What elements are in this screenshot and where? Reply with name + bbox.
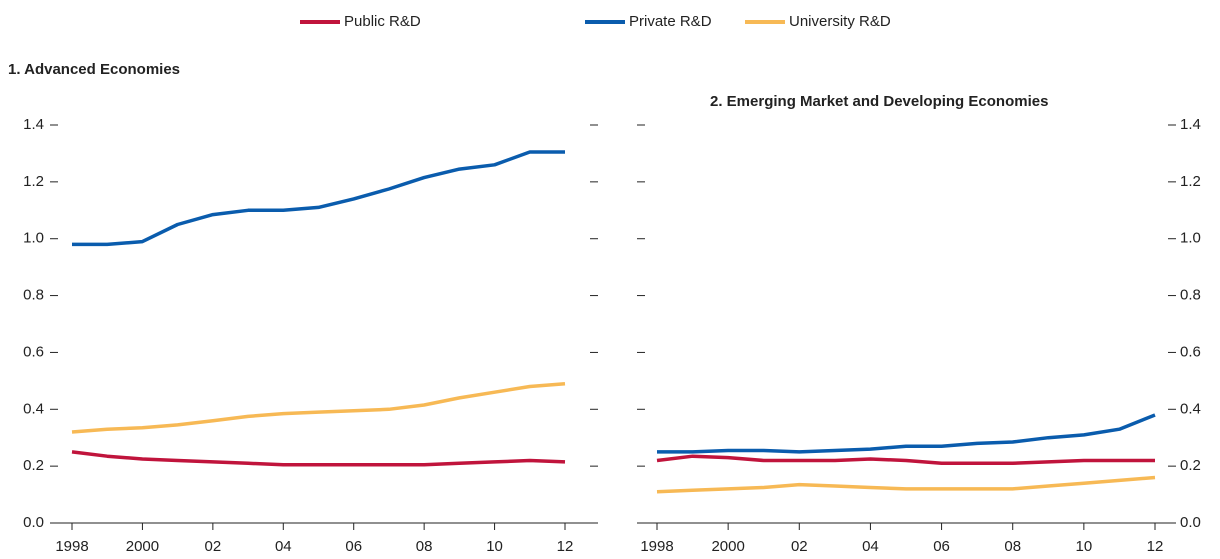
y-tick-label: 1.0 bbox=[23, 230, 44, 247]
x-tick-label: 10 bbox=[1076, 538, 1093, 555]
x-tick-label: 10 bbox=[486, 538, 503, 555]
x-tick-label: 06 bbox=[933, 538, 950, 555]
series-line bbox=[71, 381, 566, 434]
series-line bbox=[657, 413, 1156, 454]
y-tick-label: 0.4 bbox=[23, 400, 44, 417]
y-tick-label: 0.2 bbox=[23, 457, 44, 474]
y-tick-label: 1.2 bbox=[1180, 173, 1201, 190]
x-tick-label: 02 bbox=[791, 538, 808, 555]
y-tick-label: 1.2 bbox=[23, 173, 44, 190]
series-line bbox=[656, 475, 1156, 494]
y-tick-label: 1.4 bbox=[1180, 116, 1201, 133]
y-tick-label: 0.6 bbox=[23, 343, 44, 360]
y-tick-label: 0.0 bbox=[23, 514, 44, 531]
chart-title: 1. Advanced Economies bbox=[8, 61, 180, 78]
y-tick-label: 0.0 bbox=[1180, 514, 1201, 531]
x-tick-label: 2000 bbox=[711, 538, 744, 555]
x-tick-label: 04 bbox=[275, 538, 292, 555]
y-tick-label: 0.4 bbox=[1180, 400, 1201, 417]
legend-label: Public R&D bbox=[344, 13, 421, 30]
series-line bbox=[71, 450, 566, 467]
x-tick-label: 1998 bbox=[640, 538, 673, 555]
y-tick-label: 0.2 bbox=[1180, 457, 1201, 474]
x-tick-label: 12 bbox=[557, 538, 574, 555]
y-tick-label: 0.8 bbox=[1180, 287, 1201, 304]
x-tick-label: 08 bbox=[1004, 538, 1021, 555]
y-tick-label: 0.6 bbox=[1180, 343, 1201, 360]
x-tick-label: 1998 bbox=[55, 538, 88, 555]
x-tick-label: 02 bbox=[205, 538, 222, 555]
y-tick-label: 1.0 bbox=[1180, 230, 1201, 247]
x-tick-label: 04 bbox=[862, 538, 879, 555]
series-line bbox=[72, 150, 565, 247]
x-tick-label: 08 bbox=[416, 538, 433, 555]
x-tick-label: 12 bbox=[1147, 538, 1164, 555]
x-tick-label: 06 bbox=[345, 538, 362, 555]
x-tick-label: 2000 bbox=[126, 538, 159, 555]
chart-title: 2. Emerging Market and Developing Econom… bbox=[710, 93, 1048, 110]
y-tick-label: 1.4 bbox=[23, 116, 44, 133]
series-line bbox=[656, 454, 1155, 466]
y-tick-label: 0.8 bbox=[23, 287, 44, 304]
legend-label: Private R&D bbox=[629, 13, 712, 30]
legend-label: University R&D bbox=[789, 13, 891, 30]
